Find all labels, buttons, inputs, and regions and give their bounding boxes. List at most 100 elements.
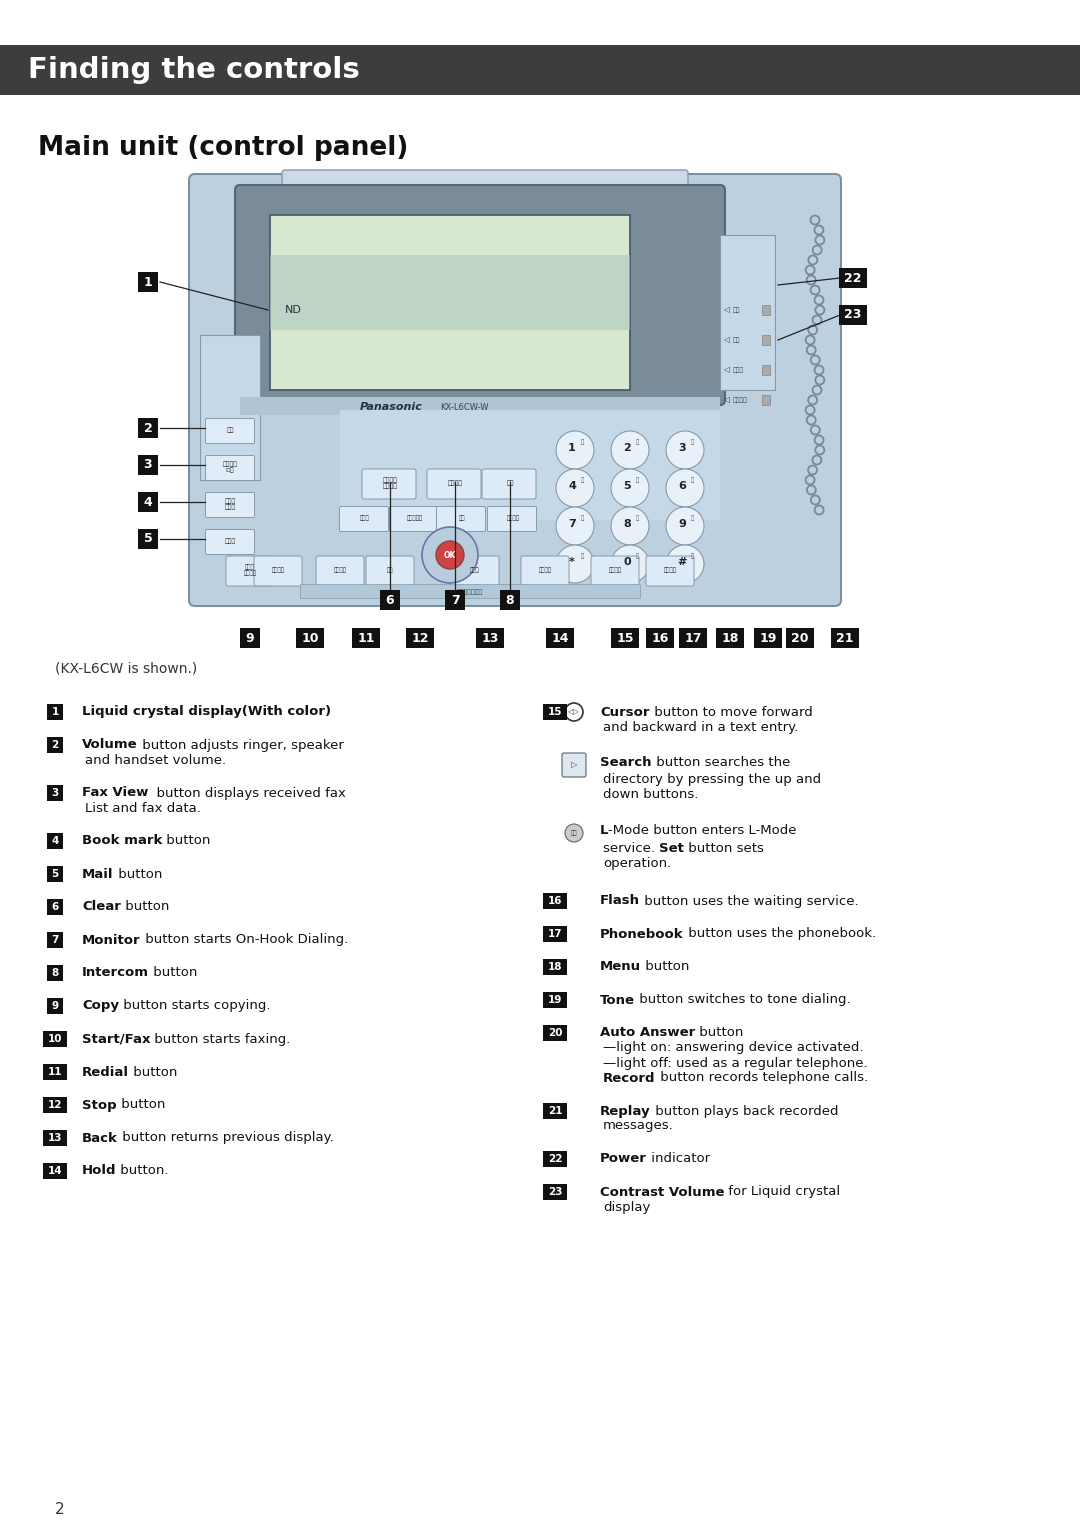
Text: display: display xyxy=(603,1201,650,1213)
Text: 戻る: 戻る xyxy=(387,568,393,572)
Text: コピー
ファクス: コピー ファクス xyxy=(243,565,257,575)
Text: 16: 16 xyxy=(548,896,563,906)
Circle shape xyxy=(556,507,594,545)
Text: button: button xyxy=(642,960,689,974)
Text: 13: 13 xyxy=(482,632,499,644)
Text: 5: 5 xyxy=(623,481,631,491)
Text: Clear: Clear xyxy=(82,900,121,914)
Bar xyxy=(476,629,504,649)
Text: button: button xyxy=(117,1099,165,1111)
Text: KX-L6CW-W: KX-L6CW-W xyxy=(440,403,488,412)
Text: モニター: モニター xyxy=(447,481,462,485)
Text: button: button xyxy=(129,1065,177,1079)
Text: 9: 9 xyxy=(245,632,254,644)
Bar xyxy=(200,336,260,481)
Text: 23: 23 xyxy=(845,308,862,322)
Text: button records telephone calls.: button records telephone calls. xyxy=(656,1071,867,1085)
Bar xyxy=(48,998,63,1013)
Text: Search: Search xyxy=(600,755,651,769)
Text: 15: 15 xyxy=(617,632,634,644)
Text: ぬ: ぬ xyxy=(580,554,583,559)
Text: ファクス: ファクス xyxy=(733,397,748,403)
Text: ◁: ◁ xyxy=(724,395,730,404)
Text: Start/Fax: Start/Fax xyxy=(82,1033,150,1045)
Text: directory by pressing the up and: directory by pressing the up and xyxy=(603,774,821,786)
Circle shape xyxy=(556,430,594,468)
FancyBboxPatch shape xyxy=(226,555,274,586)
Text: button searches the: button searches the xyxy=(651,755,789,769)
Text: Replay: Replay xyxy=(600,1105,650,1117)
Text: Cursor: Cursor xyxy=(600,705,649,719)
Text: —light off: used as a regular telephone.: —light off: used as a regular telephone. xyxy=(603,1056,867,1070)
Text: 保留: 保留 xyxy=(459,516,465,520)
Text: Mail: Mail xyxy=(82,867,113,881)
FancyBboxPatch shape xyxy=(362,468,416,499)
Text: 文字消去
クリアー: 文字消去 クリアー xyxy=(382,478,397,488)
Text: button uses the phonebook.: button uses the phonebook. xyxy=(684,928,876,940)
Circle shape xyxy=(611,430,649,468)
Circle shape xyxy=(611,545,649,583)
Bar xyxy=(543,1025,567,1041)
FancyBboxPatch shape xyxy=(436,507,486,531)
Text: 3: 3 xyxy=(52,787,58,798)
Text: Main unit (control panel): Main unit (control panel) xyxy=(38,134,408,162)
Text: 10: 10 xyxy=(48,1035,63,1044)
Bar xyxy=(500,591,519,610)
Text: operation.: operation. xyxy=(603,856,672,870)
FancyBboxPatch shape xyxy=(205,530,255,554)
Text: 子機: 子機 xyxy=(507,481,514,485)
Text: 4: 4 xyxy=(568,481,576,491)
Text: 8: 8 xyxy=(623,519,631,530)
Text: 音情: 音情 xyxy=(733,337,741,343)
FancyBboxPatch shape xyxy=(390,507,438,531)
Text: 5: 5 xyxy=(144,533,152,545)
Text: 通話録音: 通話録音 xyxy=(608,568,621,572)
Bar xyxy=(646,629,674,649)
Bar xyxy=(43,1163,67,1180)
Text: Set: Set xyxy=(659,841,684,855)
Text: 22: 22 xyxy=(548,1154,563,1164)
FancyBboxPatch shape xyxy=(482,468,536,499)
Text: 12: 12 xyxy=(411,632,429,644)
Text: 8: 8 xyxy=(505,594,514,606)
FancyBboxPatch shape xyxy=(235,185,725,404)
Text: や: や xyxy=(635,516,638,520)
Bar xyxy=(762,305,770,314)
Bar xyxy=(138,272,158,291)
Text: ◁: ◁ xyxy=(724,366,730,374)
Text: 22: 22 xyxy=(845,272,862,284)
Text: 10: 10 xyxy=(301,632,319,644)
Bar xyxy=(48,737,63,752)
Bar xyxy=(543,958,567,975)
Text: 留守番し: 留守番し xyxy=(663,568,676,572)
Text: 音量: 音量 xyxy=(226,427,233,433)
Bar xyxy=(679,629,707,649)
Text: Monitor: Monitor xyxy=(82,934,140,946)
Bar xyxy=(546,629,573,649)
Text: button adjusts ringer, speaker: button adjusts ringer, speaker xyxy=(137,739,343,751)
Text: 9: 9 xyxy=(678,519,686,530)
Text: and handset volume.: and handset volume. xyxy=(85,754,226,766)
Text: 12: 12 xyxy=(48,1100,63,1109)
Text: は: は xyxy=(690,478,693,482)
Circle shape xyxy=(611,507,649,545)
Text: 21: 21 xyxy=(548,1106,563,1116)
Bar xyxy=(43,1097,67,1112)
Text: ポーズ: ポーズ xyxy=(360,516,369,520)
Text: 2: 2 xyxy=(55,1503,65,1517)
Bar xyxy=(48,964,63,981)
Text: ▷: ▷ xyxy=(570,760,577,769)
Text: 9: 9 xyxy=(52,1001,58,1012)
FancyBboxPatch shape xyxy=(591,555,639,586)
Text: ◁: ◁ xyxy=(724,336,730,345)
Text: 21: 21 xyxy=(836,632,854,644)
Text: Menu: Menu xyxy=(600,960,642,974)
Circle shape xyxy=(666,430,704,468)
Text: Tone: Tone xyxy=(600,993,635,1007)
Text: indicator: indicator xyxy=(647,1152,710,1166)
Text: 23: 23 xyxy=(548,1187,563,1196)
Circle shape xyxy=(422,526,478,583)
Bar xyxy=(43,1064,67,1080)
Bar xyxy=(762,365,770,375)
Bar xyxy=(543,1184,567,1199)
